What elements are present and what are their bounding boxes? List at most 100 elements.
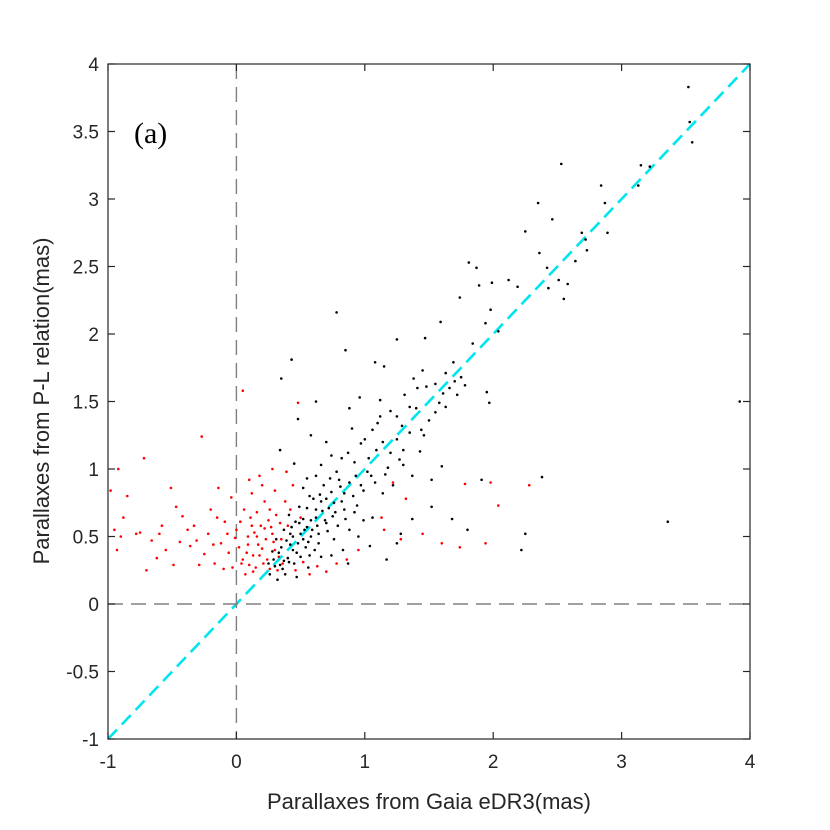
point-s1-12 (145, 569, 148, 572)
point-s1-18 (195, 539, 198, 542)
point-s0-132 (340, 456, 344, 460)
point-s0-84 (666, 520, 670, 523)
point-s0-150 (312, 497, 315, 501)
point-s0-155 (371, 428, 374, 432)
point-s0-83 (368, 544, 372, 548)
point-s0-26 (475, 266, 478, 270)
point-s0-57 (434, 411, 437, 414)
y-tick-label: 2.5 (73, 258, 99, 279)
point-s0-97 (348, 528, 351, 532)
point-s1-81 (150, 539, 153, 542)
point-s1-13 (155, 556, 159, 560)
point-s0-80 (520, 548, 523, 552)
point-s0-114 (341, 548, 345, 552)
point-s0-13 (551, 218, 554, 221)
point-s1-79 (380, 516, 383, 519)
point-s0-142 (283, 573, 287, 576)
point-s0-75 (411, 517, 414, 521)
point-s0-18 (516, 285, 519, 289)
reference-lines (107, 63, 751, 740)
point-s1-8 (119, 535, 123, 538)
point-s0-100 (309, 535, 313, 538)
point-s1-9 (115, 548, 119, 552)
point-s0-180 (414, 406, 418, 410)
point-s1-97 (277, 555, 281, 559)
point-s0-20 (574, 259, 577, 263)
point-s0-167 (299, 555, 302, 559)
point-s1-83 (188, 544, 192, 548)
point-s1-98 (281, 562, 284, 565)
point-s0-17 (507, 278, 510, 282)
point-s0-193 (310, 528, 314, 532)
point-s0-196 (305, 525, 309, 529)
point-s0-129 (366, 470, 369, 474)
point-s0-197 (314, 516, 318, 519)
point-s0-160 (362, 489, 365, 492)
point-s0-208 (317, 532, 320, 536)
point-s0-8 (603, 201, 607, 205)
point-s1-19 (203, 552, 206, 556)
point-s0-23 (547, 286, 550, 290)
point-s0-108 (292, 562, 296, 565)
point-s0-205 (272, 558, 275, 561)
point-s0-110 (314, 508, 318, 511)
point-s0-124 (448, 386, 451, 390)
point-s0-38 (459, 375, 463, 379)
point-s0-179 (403, 393, 406, 397)
point-s0-61 (348, 406, 351, 410)
point-s1-115 (247, 478, 251, 482)
point-s0-29 (458, 296, 462, 299)
point-s1-0 (117, 467, 120, 471)
point-s1-105 (240, 562, 243, 565)
point-s1-14 (164, 548, 168, 552)
point-s1-65 (345, 558, 349, 561)
point-s0-14 (524, 230, 527, 233)
point-s1-7 (113, 528, 116, 532)
point-s0-195 (295, 551, 299, 554)
point-s0-178 (389, 409, 392, 413)
point-s0-30 (489, 308, 492, 312)
point-s0-93 (278, 448, 282, 452)
point-s1-114 (260, 483, 264, 487)
point-s1-100 (255, 535, 259, 538)
point-s0-47 (280, 377, 283, 380)
point-s0-70 (411, 474, 414, 478)
point-s0-199 (340, 500, 344, 503)
x-tick-label: 4 (745, 752, 756, 773)
point-s0-169 (285, 539, 288, 542)
point-s0-139 (271, 550, 274, 553)
point-s0-136 (287, 513, 291, 517)
point-s0-68 (375, 448, 378, 452)
point-s0-192 (321, 509, 324, 513)
point-s0-19 (545, 266, 549, 270)
point-s1-77 (391, 481, 395, 484)
point-s0-121 (420, 428, 423, 432)
point-s0-66 (440, 465, 444, 468)
point-s0-69 (386, 466, 390, 470)
point-s0-31 (484, 321, 487, 325)
point-s0-102 (289, 543, 292, 546)
y-tick-label: 1 (88, 460, 99, 481)
point-s1-38 (268, 508, 272, 511)
point-s0-156 (381, 440, 385, 444)
point-s0-203 (289, 532, 292, 536)
point-s0-58 (395, 415, 399, 418)
point-s1-111 (158, 532, 161, 536)
point-s0-146 (330, 554, 333, 557)
point-s1-103 (268, 567, 272, 571)
point-s1-50 (283, 500, 287, 503)
point-s1-48 (230, 496, 233, 499)
point-s0-172 (318, 493, 322, 496)
point-s0-165 (317, 542, 320, 545)
point-s0-133 (319, 463, 323, 467)
x-tick-label: 0 (231, 752, 242, 773)
point-s0-210 (334, 510, 337, 514)
point-s1-11 (138, 531, 142, 534)
point-s0-59 (378, 398, 382, 402)
point-s0-15 (536, 201, 540, 205)
point-s1-84 (197, 563, 201, 567)
point-s0-107 (281, 567, 284, 571)
point-s1-32 (251, 554, 255, 557)
point-s1-27 (237, 546, 241, 549)
